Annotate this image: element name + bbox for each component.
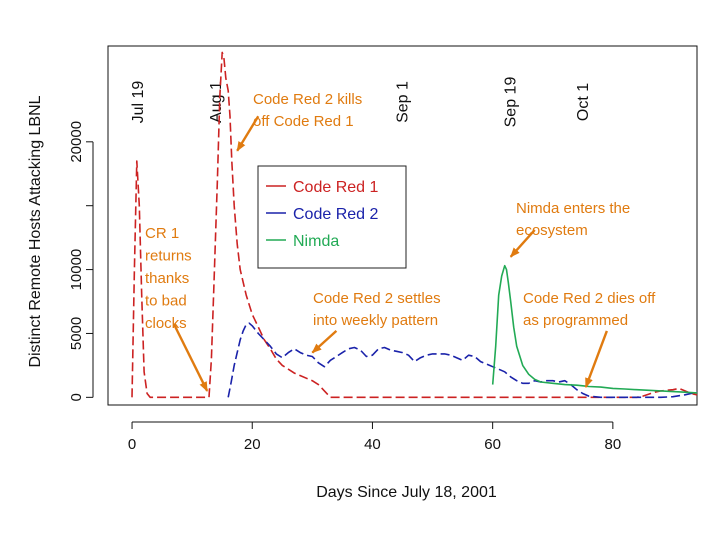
annotation-text: Code Red 2 dies off [523, 290, 656, 307]
y-tick-label: 0 [68, 393, 85, 401]
annotation-text: ecosystem [516, 222, 588, 239]
annotation-text: CR 1 [145, 225, 179, 242]
annotation-arrow [173, 323, 209, 392]
annotation-text: Code Red 2 settles [313, 290, 441, 307]
annotation-arrow [236, 115, 260, 152]
annotation-text: to bad [145, 293, 187, 310]
legend-box [257, 165, 407, 269]
x-tick-label: 0 [128, 436, 136, 453]
annotation-arrow [509, 229, 536, 258]
date-marker-label: Aug 1 [208, 81, 225, 123]
date-markers-layer: Jul 19 Aug 1 Sep 1 Sep 19 Oct 1 [130, 77, 592, 128]
annotation-arrow [311, 330, 338, 354]
axes-layer: 0 20 40 60 80 0 5000 10000 20000 Days Since July … [27, 45, 698, 501]
x-axis-title: Days Since July 18, 2001 [316, 484, 497, 501]
annotation-text: off Code Red 1 [253, 113, 354, 130]
date-marker-label: Jul 19 [130, 81, 147, 124]
y-tick-label: 20000 [68, 121, 85, 163]
annotations-layer: Code Red 2 kills off Code Red 1 CR 1 return… [145, 91, 656, 392]
x-tick-label: 20 [244, 436, 261, 453]
series-line-code-red-1 [131, 51, 698, 399]
date-marker-label: Sep 19 [503, 77, 520, 128]
legend-label: Code Red 2 [293, 206, 378, 223]
annotation-text: Code Red 2 kills [253, 91, 362, 108]
legend: Code Red 1 Code Red 2 Nimda [257, 165, 407, 269]
legend-label: Nimda [293, 233, 339, 250]
annotation-text: Nimda enters the [516, 200, 630, 217]
annotation-text: as programmed [523, 312, 628, 329]
annotation-arrow [584, 330, 608, 389]
legend-label: Code Red 1 [293, 179, 378, 196]
annotation-text: returns [145, 248, 192, 265]
series-line-code-red-2 [227, 322, 698, 399]
y-tick-label: 5000 [68, 317, 85, 350]
plot-frame [107, 45, 698, 406]
annotation-text: into weekly pattern [313, 312, 438, 329]
annotation-text: clocks [145, 315, 187, 332]
y-tick-label: 10000 [68, 249, 85, 291]
date-marker-label: Sep 1 [395, 81, 412, 123]
x-tick-label: 80 [605, 436, 622, 453]
x-tick-label: 60 [484, 436, 501, 453]
annotation-text: thanks [145, 270, 189, 287]
date-marker-label: Oct 1 [575, 83, 592, 121]
x-tick-label: 40 [364, 436, 381, 453]
series-line-nimda [491, 264, 698, 394]
y-axis-title: Distinct Remote Hosts Attacking LBNL [27, 95, 44, 367]
series-layer [131, 51, 698, 399]
